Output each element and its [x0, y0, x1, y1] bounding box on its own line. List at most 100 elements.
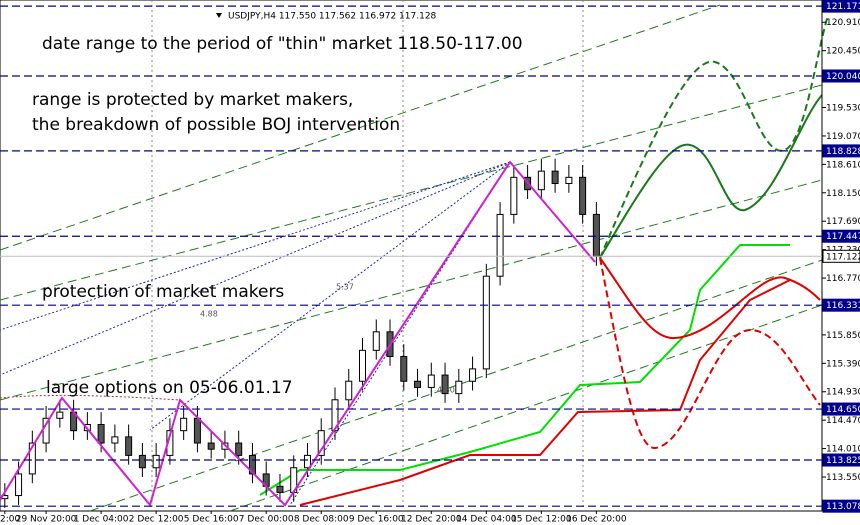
candle-body [400, 356, 408, 382]
candle-body [372, 331, 380, 351]
candle-body [592, 213, 600, 257]
fan-line [149, 161, 511, 431]
zigzag [0, 160, 596, 508]
candle-body [537, 170, 545, 191]
candles [1, 158, 600, 508]
annotation: range is protected by market makers, [32, 90, 353, 110]
y-tick-label: 118.610 [826, 160, 860, 170]
annotation: large options on 05-06.01.17 [46, 378, 293, 398]
price-label-box [822, 0, 860, 13]
y-tick-label: 120.910 [826, 18, 860, 28]
candle-body [565, 176, 573, 185]
y-tick-label: 115.850 [826, 331, 860, 341]
candle-body [138, 454, 146, 469]
candle-body [317, 430, 325, 456]
plot-area [0, 0, 823, 512]
x-tick-label: 8 Dec 08:00 [294, 515, 349, 525]
candle-body [414, 380, 422, 388]
y-tick-label: 113.078 [826, 502, 860, 512]
fan-line [0, 161, 511, 376]
x-tick-label: 9 Dec 16:00 [349, 515, 404, 525]
forecast [599, 14, 829, 450]
candle-body [152, 454, 160, 469]
y-tick-label: 114.650 [826, 405, 860, 415]
candle-body [579, 176, 587, 215]
y-tick-label: 113.550 [826, 473, 860, 483]
y-tick-label: 119.530 [826, 104, 860, 114]
x-tick-label: 5 Dec 16:00 [184, 515, 239, 525]
fan-label: 4.80 [437, 386, 455, 395]
y-tick-label: 119.070 [826, 132, 860, 142]
y-tick-label: 120.040 [826, 72, 860, 82]
candle-body [180, 417, 188, 432]
price-label-box [822, 144, 860, 158]
y-tick-label: 113.825 [826, 456, 860, 466]
candle-body [510, 176, 518, 215]
x-tick-label: 29 Nov 20:00 [16, 515, 77, 525]
candle-body [427, 374, 435, 388]
price-label-box [822, 249, 860, 263]
fan-arc [0, 394, 181, 401]
y-tick-label: 116.331 [826, 301, 860, 311]
candle-body [276, 485, 284, 493]
channel-line [0, 84, 823, 301]
candle-body [97, 423, 105, 444]
candle-body [125, 436, 133, 456]
y-tick-label: 118.828 [826, 147, 860, 157]
forecast-up-dashed [599, 14, 829, 259]
fan-label: 4.88 [200, 310, 218, 319]
candle-body [248, 454, 256, 475]
channel-line [229, 304, 823, 512]
candle-body [235, 442, 243, 456]
forecast-down-dashed [599, 257, 821, 450]
y-tick-label: 117.447 [826, 232, 860, 242]
candle-body [303, 454, 311, 469]
annotation: protection of market makers [42, 282, 284, 302]
ichimoku [259, 244, 791, 506]
price-label-box [822, 453, 860, 467]
annotation: date range to the period of "thin" marke… [42, 34, 523, 54]
channel-line [0, 4, 721, 251]
fan-lines [0, 161, 511, 506]
annotation: the breakdown of possible BOJ interventi… [32, 115, 400, 135]
candle-body [345, 380, 353, 401]
time-separators [151, 0, 584, 511]
fan-label: 5.37 [336, 283, 354, 292]
price-label-box [822, 402, 860, 416]
candle-body [455, 380, 463, 395]
y-tick-label: 120.450 [826, 47, 860, 57]
fan-line [0, 161, 511, 331]
x-tick-label: 12 Dec 20:00 [401, 515, 462, 525]
channel-line [0, 179, 823, 401]
y-tick-label: 114.470 [826, 416, 860, 426]
forecast-up [599, 94, 823, 259]
candle-body [551, 170, 559, 185]
price-label-box [822, 69, 860, 83]
y-tick-label: 115.390 [826, 359, 860, 369]
senkou-line [259, 244, 790, 496]
price-label-box [822, 499, 860, 513]
x-tick-label: 15 Dec 12:00 [511, 515, 572, 525]
candle-body [207, 442, 215, 450]
x-tick-label: 1 Dec 04:00 [74, 515, 129, 525]
y-tick-label: 116.770 [826, 274, 860, 284]
x-tick-label: 16 Dec 20:00 [566, 515, 627, 525]
kijun-line [299, 279, 791, 506]
candle-body [193, 417, 201, 444]
header-marker [216, 13, 222, 18]
y-tick-label: 118.150 [826, 189, 860, 199]
candle-body [28, 442, 36, 475]
candle-body [359, 349, 367, 382]
y-tick-label: 114.010 [826, 445, 860, 455]
candle-body [111, 436, 119, 444]
price-label-box [822, 229, 860, 243]
candle-body [331, 399, 339, 432]
price-label-box [822, 298, 860, 312]
forecast-down [599, 257, 821, 340]
candle-body [496, 213, 504, 277]
symbol-header: USDJPY,H4 117.550 117.562 116.972 117.12… [228, 12, 437, 22]
candle-body [15, 473, 23, 497]
candle-body [469, 368, 477, 382]
candle-body [482, 275, 490, 370]
